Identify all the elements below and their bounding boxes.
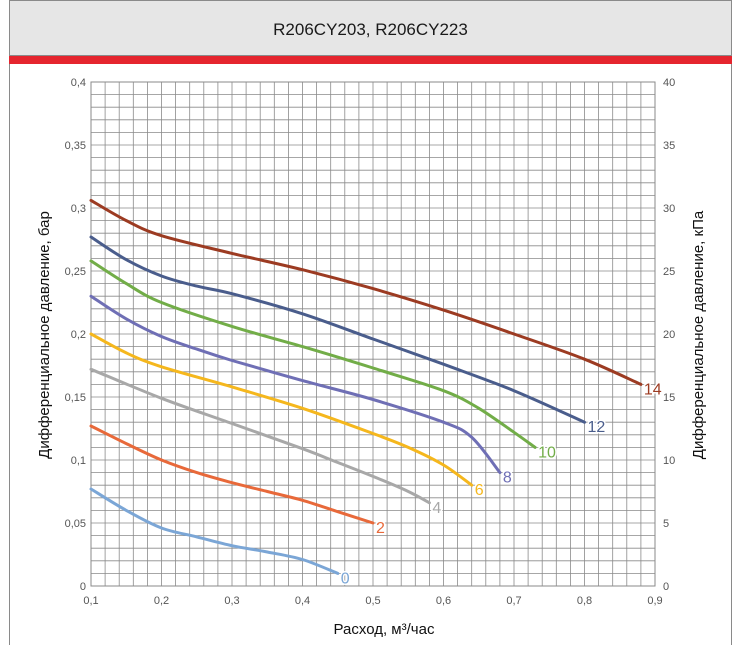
grid [90,81,656,587]
y-tick-label-right: 20 [663,329,675,341]
x-tick-label: 0,1 [83,595,98,607]
x-tick-label: 0,2 [154,595,169,607]
x-tick-label: 0,5 [365,595,380,607]
curve-10 [89,259,537,449]
y-tick-label-left: 0,35 [65,140,86,152]
curve-0 [89,487,340,575]
series-label-14: 14 [644,381,662,398]
curves [89,198,643,575]
y-tick-label-left: 0,25 [65,266,86,278]
y-tick-label-right: 25 [663,266,675,278]
x-axis-label: Расход, м³/час [334,621,435,638]
y-tick-label-left: 0,15 [65,392,86,404]
series-label-2: 2 [376,520,385,537]
series-label-6: 6 [475,482,484,499]
curve-14 [89,198,643,386]
y-tick-label-right: 10 [663,455,675,467]
y-tick-label-left: 0,3 [71,203,86,215]
chart-frame [9,0,732,645]
curve-8 [89,294,502,475]
y-tick-label-right: 30 [663,203,675,215]
y-tick-label-left: 0,05 [65,518,86,530]
y-axis-label-right: Дифференциальное давление, кПа [690,210,707,459]
x-tick-label: 0,7 [506,595,521,607]
y-tick-label-left: 0,4 [71,77,86,89]
series-labels: 0 2 4 6 8 10 12 14 [339,380,663,589]
curve-12 [89,235,586,424]
curve-4 [89,367,431,505]
series-label-4: 4 [432,500,441,517]
y-tick-label-right: 40 [663,77,675,89]
title-bar [9,0,732,56]
x-tick-label: 0,9 [647,595,662,607]
y-tick-label-right: 5 [663,518,669,530]
y-tick-label-right: 0 [663,581,669,593]
y-tick-label-right: 15 [663,392,675,404]
y-axis-label-left: Дифференциальное давление, бар [36,211,53,459]
x-tick-label: 0,3 [224,595,239,607]
series-label-0: 0 [341,570,350,587]
curve-6 [89,332,474,487]
series-label-8: 8 [503,470,512,487]
y-tick-label-left: 0,1 [71,455,86,467]
y-tick-label-left: 0 [80,581,86,593]
y-tick-label-left: 0,2 [71,329,86,341]
curve-2 [89,424,375,525]
accent-bar [9,56,732,64]
x-tick-label: 0,8 [577,595,592,607]
x-tick-label: 0,6 [436,595,451,607]
chart-title: R206CY203, R206CY223 [273,20,468,39]
series-label-12: 12 [588,419,606,436]
tick-labels: 0,1 0,2 0,3 0,4 0,5 0,6 0,7 0,8 0,900,050,10,150… [65,77,676,607]
series-label-10: 10 [538,444,556,461]
x-tick-label: 0,4 [295,595,310,607]
y-tick-label-right: 35 [663,140,675,152]
